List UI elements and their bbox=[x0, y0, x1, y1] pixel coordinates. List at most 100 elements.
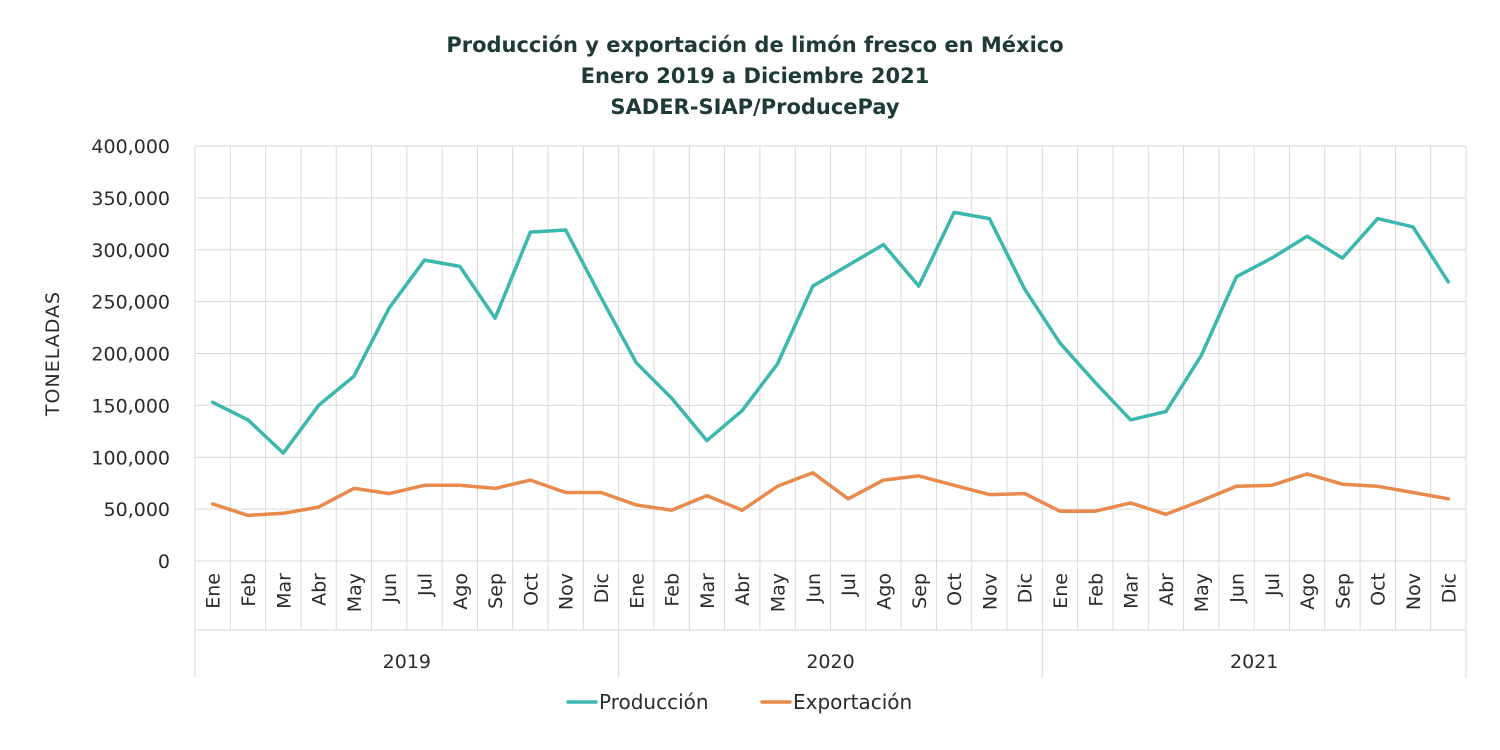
x-tick-label: Abr bbox=[732, 573, 754, 606]
x-tick-label: Jun bbox=[379, 573, 401, 604]
series bbox=[210, 210, 1451, 518]
x-tick-label: Mar bbox=[697, 573, 719, 609]
legend-label: Producción bbox=[599, 690, 709, 714]
data-point bbox=[458, 483, 462, 487]
data-point bbox=[564, 491, 568, 495]
data-point bbox=[599, 295, 603, 299]
data-point bbox=[246, 418, 250, 422]
x-tick-label: May bbox=[1191, 573, 1213, 612]
chart-title-line: Producción y exportación de limón fresco… bbox=[446, 33, 1063, 57]
y-tick-label: 300,000 bbox=[91, 240, 170, 262]
chart-title: Producción y exportación de limón fresco… bbox=[446, 33, 1063, 119]
data-point bbox=[352, 486, 356, 490]
data-point bbox=[1129, 418, 1133, 422]
chart-title-line: SADER-SIAP/ProducePay bbox=[610, 95, 899, 119]
y-tick-label: 0 bbox=[158, 551, 170, 573]
data-point bbox=[493, 486, 497, 490]
data-point bbox=[952, 210, 956, 214]
x-tick-label: Feb bbox=[1085, 573, 1107, 607]
data-point bbox=[211, 502, 215, 506]
data-point bbox=[458, 264, 462, 268]
data-point bbox=[1270, 256, 1274, 260]
x-tick-label: Ago bbox=[873, 573, 895, 610]
y-tick-label: 350,000 bbox=[91, 188, 170, 210]
x-tick-label: Sep bbox=[1332, 573, 1354, 609]
x-tick-label: Jun bbox=[803, 573, 825, 604]
data-point bbox=[1376, 217, 1380, 221]
x-tick-label: Abr bbox=[1156, 573, 1178, 606]
y-axis-label: TONELADAS bbox=[42, 291, 64, 417]
data-point bbox=[987, 493, 991, 497]
data-point bbox=[881, 478, 885, 482]
data-point bbox=[634, 503, 638, 507]
legend: Producción Exportación bbox=[566, 690, 912, 714]
data-point bbox=[1411, 491, 1415, 495]
data-point bbox=[776, 362, 780, 366]
data-point bbox=[1129, 501, 1133, 505]
data-point bbox=[599, 491, 603, 495]
x-axis-year-groups: 2019 2020 2021 bbox=[383, 651, 1279, 673]
x-axis-ticks: Ene Feb Mar Abr May Jun Jul Ago Sep Oct Nov Dic Ene F… bbox=[203, 573, 1461, 612]
x-tick-label: Sep bbox=[909, 573, 931, 609]
x-tick-label: Abr bbox=[309, 573, 331, 606]
data-point bbox=[881, 243, 885, 247]
data-point bbox=[917, 474, 921, 478]
data-point bbox=[528, 478, 532, 482]
x-tick-label: Feb bbox=[662, 573, 684, 607]
x-tick-label: Dic bbox=[591, 573, 613, 603]
data-point bbox=[705, 439, 709, 443]
x-group-label: 2019 bbox=[383, 651, 431, 673]
x-tick-label: Mar bbox=[273, 573, 295, 609]
chart-title-line: Enero 2019 a Diciembre 2021 bbox=[581, 64, 930, 88]
data-point bbox=[1199, 354, 1203, 358]
data-point bbox=[1235, 275, 1239, 279]
data-point bbox=[811, 471, 815, 475]
x-tick-label: Jun bbox=[1227, 573, 1249, 604]
x-tick-label: Nov bbox=[979, 573, 1001, 610]
data-point bbox=[211, 400, 215, 404]
data-point bbox=[1305, 234, 1309, 238]
data-point bbox=[846, 263, 850, 267]
data-point bbox=[705, 494, 709, 498]
data-point bbox=[1093, 509, 1097, 513]
data-point bbox=[1340, 256, 1344, 260]
data-point bbox=[634, 361, 638, 365]
x-tick-label: Ene bbox=[203, 573, 225, 609]
data-point bbox=[1305, 472, 1309, 476]
data-point bbox=[1023, 492, 1027, 496]
data-point bbox=[422, 483, 426, 487]
data-point bbox=[670, 508, 674, 512]
data-point bbox=[811, 284, 815, 288]
data-point bbox=[317, 505, 321, 509]
data-point bbox=[1376, 484, 1380, 488]
data-point bbox=[281, 511, 285, 515]
data-point bbox=[952, 483, 956, 487]
data-point bbox=[246, 513, 250, 517]
data-point bbox=[317, 403, 321, 407]
data-point bbox=[387, 492, 391, 496]
y-tick-label: 200,000 bbox=[91, 344, 170, 366]
x-tick-label: Jul bbox=[1262, 573, 1284, 597]
data-point bbox=[776, 484, 780, 488]
data-point bbox=[1446, 280, 1450, 284]
x-tick-label: Sep bbox=[485, 573, 507, 609]
x-tick-label: Oct bbox=[944, 573, 966, 606]
data-point bbox=[987, 217, 991, 221]
y-tick-label: 400,000 bbox=[91, 136, 170, 158]
data-point bbox=[740, 508, 744, 512]
x-tick-label: Dic bbox=[1438, 573, 1460, 603]
data-point bbox=[387, 306, 391, 310]
x-group-label: 2020 bbox=[806, 651, 854, 673]
x-tick-label: Ene bbox=[626, 573, 648, 609]
data-point bbox=[422, 258, 426, 262]
x-tick-label: Oct bbox=[520, 573, 542, 606]
x-tick-label: Nov bbox=[556, 573, 578, 610]
data-point bbox=[670, 396, 674, 400]
x-tick-label: Jul bbox=[838, 573, 860, 597]
x-tick-label: Ene bbox=[1050, 573, 1072, 609]
y-tick-label: 100,000 bbox=[91, 447, 170, 469]
data-point bbox=[1164, 512, 1168, 516]
data-point bbox=[1058, 341, 1062, 345]
